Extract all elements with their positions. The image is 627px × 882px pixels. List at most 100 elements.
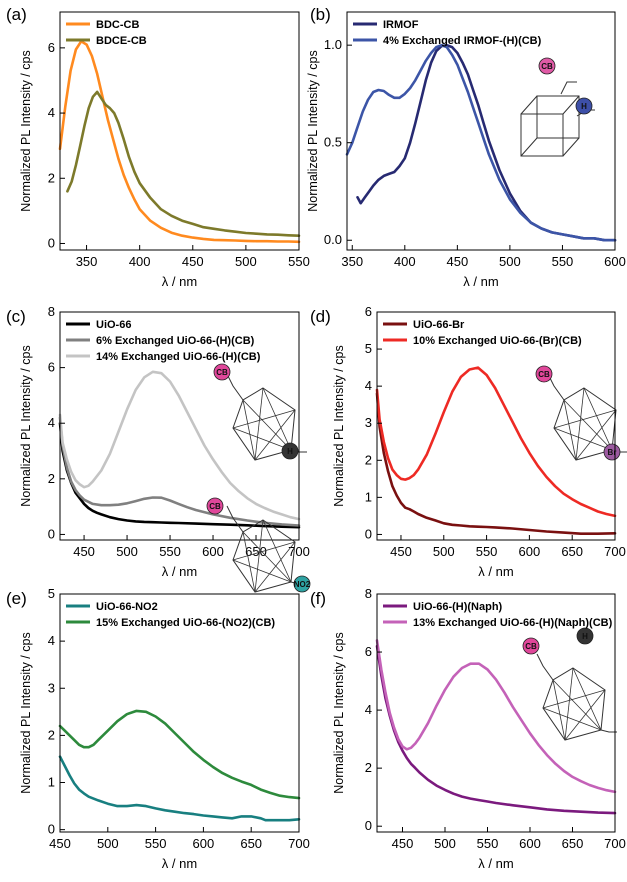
y-tick-label: 0.0	[324, 232, 342, 247]
x-tick-label: 500	[499, 254, 521, 269]
y-axis-label: Normalized PL Intensity / cps	[19, 345, 33, 506]
inset-structure: CB H	[522, 627, 617, 741]
inset-substituent-ball	[293, 575, 311, 593]
y-tick-label: 1.0	[324, 37, 342, 52]
inset-cube-edge	[562, 137, 580, 157]
inset-cage-edge	[242, 531, 256, 593]
inset-substituent-ball	[576, 627, 594, 645]
legend-label-10-exchanged-uio-66-br-cb: 10% Exchanged UiO-66-(Br)(CB)	[413, 335, 582, 347]
inset-substituent-ball	[535, 365, 553, 383]
x-tick-label: 450	[182, 254, 204, 269]
inset-substituent-ball	[281, 442, 299, 460]
y-tick-label: 4	[365, 702, 372, 717]
x-tick-label: 500	[434, 836, 456, 851]
inset-substituent-ball	[206, 497, 224, 515]
legend-label-uio-66: UiO-66	[96, 319, 131, 331]
inset-substituent-label: CB	[541, 62, 553, 71]
inset-cage-edge	[552, 679, 566, 741]
series-line-4-exchanged-irmof-h-cb	[345, 43, 617, 242]
inset-structure: CB NO2	[206, 497, 311, 593]
inset-cage-edge	[232, 541, 296, 561]
inset-substituent-label: CB	[216, 368, 228, 377]
x-tick-label: 450	[49, 836, 71, 851]
inset-structure: CB Br	[535, 365, 627, 461]
inset-structure: CB H	[520, 57, 595, 157]
x-tick-label: 500	[97, 836, 119, 851]
axes-frame	[376, 311, 616, 541]
y-tick-label: 5	[365, 341, 372, 356]
x-tick-label: 450	[73, 544, 95, 559]
panel-label: (f)	[310, 589, 326, 608]
x-tick-label: 600	[519, 544, 541, 559]
panel-b: CB H 350 400 450 500 550 600 0.0 0.5 1.0 λ / nm Norm…	[306, 5, 626, 289]
legend-label-uio-66-br: UiO-66-Br	[413, 319, 465, 331]
series-line-uio-66	[58, 421, 301, 529]
x-axis-label: λ / nm	[463, 274, 498, 289]
y-axis-label: Normalized PL Intensity / cps	[19, 50, 33, 211]
inset-substituent-label: H	[582, 632, 588, 641]
panel-d: CB Br 450 500 550 600 650 700 0 1 2 3 4 5 6 λ / nm Norma…	[310, 304, 627, 579]
inset-cage-edge	[583, 387, 613, 451]
x-tick-label: 700	[604, 544, 626, 559]
legend-label-4-exchanged-irmof-h-cb: 4% Exchanged IRMOF-(H)(CB)	[383, 35, 542, 47]
legend-label-14-exchanged-uio-66-h-cb: 14% Exchanged UiO-66-(H)(CB)	[96, 351, 261, 363]
inset-substituent-label: H	[581, 102, 587, 111]
y-tick-label: 2	[48, 170, 55, 185]
inset-cube-back	[536, 95, 580, 139]
inset-cage-edge	[262, 519, 292, 583]
series-line-13-exchanged-uio-66-h-naph-cb	[375, 639, 617, 794]
legend: UiO-66 6% Exchanged UiO-66-(H)(CB) 14% Exc…	[66, 319, 261, 363]
inset-substituent-ball	[575, 97, 593, 115]
x-tick-label: 400	[394, 254, 416, 269]
x-tick-label: 600	[519, 836, 541, 851]
inset-cage-edge	[254, 519, 264, 593]
x-tick-label: 500	[116, 544, 138, 559]
y-tick-label: 2	[48, 471, 55, 486]
legend: UiO-66-(H)(Naph) 13% Exchanged UiO-66-(H)…	[383, 601, 613, 629]
inset-cage-edge	[254, 409, 296, 461]
x-tick-label: 400	[129, 254, 151, 269]
inset-cage-edge	[575, 387, 585, 461]
axes-frame	[376, 593, 616, 833]
series-line-bdc-cb	[58, 40, 301, 244]
panel-f: CB H 450 500 550 600 650 700 0 2 4 6 8 λ / nm Normaliz…	[310, 586, 626, 871]
inset-cube-edge	[562, 95, 580, 115]
x-axis-label: λ / nm	[478, 856, 513, 871]
legend-label-bdce-cb: BDCE-CB	[96, 35, 147, 47]
x-tick-label: 600	[193, 836, 215, 851]
legend: UiO-66-NO2 15% Exchanged UiO-66-(NO2)(CB)	[66, 601, 275, 629]
inset-substituent-label: CB	[538, 370, 550, 379]
x-tick-label: 350	[76, 254, 98, 269]
inset-cage-edge	[564, 689, 606, 741]
y-tick-label: 1	[48, 775, 55, 790]
panel-label: (a)	[6, 5, 27, 24]
inset-cage-edge	[552, 679, 602, 731]
x-tick-label: 600	[202, 544, 224, 559]
axes-frame	[346, 11, 616, 251]
inset-linker-bond	[226, 373, 244, 401]
series-line-10-exchanged-uio-66-br-cb	[375, 366, 617, 518]
x-axis-label: λ / nm	[478, 564, 513, 579]
y-tick-label: 6	[365, 644, 372, 659]
x-tick-label: 700	[604, 836, 626, 851]
inset-substituent-label: Br	[608, 448, 617, 457]
legend: IRMOF 4% Exchanged IRMOF-(H)(CB)	[353, 19, 542, 47]
inset-cage-edge	[232, 427, 292, 451]
y-tick-label: 6	[365, 304, 372, 319]
inset-cage-edge	[232, 559, 292, 583]
inset-cage-edge	[242, 399, 292, 451]
y-tick-label: 3	[365, 415, 372, 430]
inset-substituent-ball	[213, 363, 231, 381]
y-axis-label: Normalized PL Intensity / cps	[332, 345, 346, 506]
inset-substituent-label: NO2	[294, 580, 311, 589]
legend-label-bdc-cb: BDC-CB	[96, 19, 139, 31]
x-tick-label: 350	[341, 254, 363, 269]
y-tick-label: 2	[365, 452, 372, 467]
x-tick-label: 700	[288, 836, 310, 851]
panel-label: (c)	[6, 307, 26, 326]
panel-e: CB NO2 450 500 550 600 650 700 0 1 2 3 4 5 λ / nm Norma…	[6, 497, 311, 871]
y-tick-label: 4	[365, 378, 372, 393]
x-tick-label: 450	[390, 544, 412, 559]
